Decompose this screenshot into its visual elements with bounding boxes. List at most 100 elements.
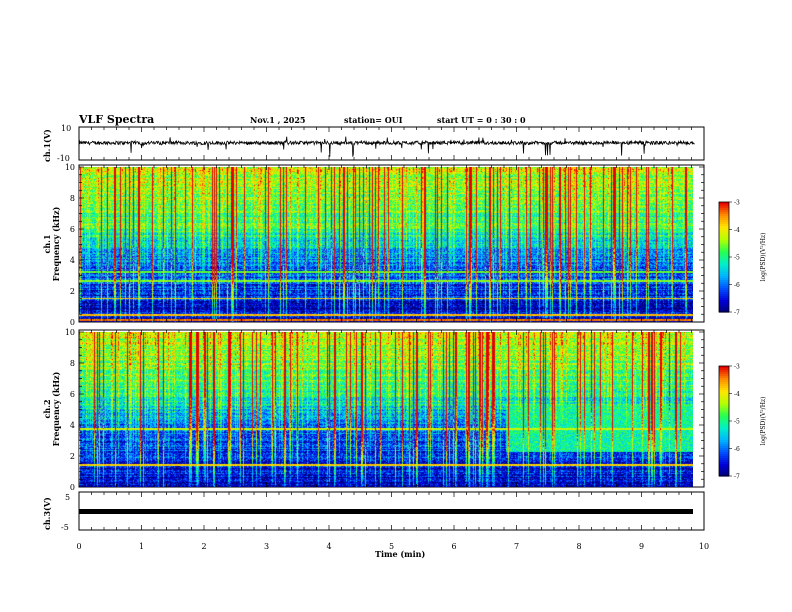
ch1-spectrogram-panel: 0 2 4 6 8 10 ch.1 Frequency (kHz) -3 -4 -5 -6 -7 … — [42, 163, 767, 327]
ch1-spectrogram-image — [79, 167, 693, 322]
ch2-spec-ytick-label: 8 — [70, 359, 75, 368]
ch2-colorbar-step — [719, 442, 729, 445]
ch2-colorbar-step — [719, 366, 729, 369]
ch1-spec-ytick-label: 2 — [70, 287, 75, 296]
ch2-colorbar-step — [719, 414, 729, 417]
ch1-colorbar-step — [719, 222, 729, 225]
ch1-colorbar-step — [719, 242, 729, 245]
ch2-colorbar-step — [719, 420, 729, 423]
ch2-spectrogram-panel: 0 2 4 6 8 10 ch.2 Frequency (kHz) -3 -4 -5 -6 -7 … — [42, 328, 767, 492]
ch1-colorbar-step — [719, 294, 729, 297]
ch2-colorbar-step — [719, 472, 729, 475]
ch2-spec-ytick-label: 4 — [70, 421, 75, 430]
ch1-colorbar-step — [719, 214, 729, 217]
ch3-waveform-panel: 5 -5 ch.3(V) — [42, 491, 705, 532]
ch1-colorbar-step — [719, 274, 729, 277]
ch2-colorbar-step — [719, 412, 729, 415]
ch2-colorbar-step — [719, 418, 729, 421]
ch2-colorbar-step — [719, 424, 729, 427]
ch2-colorbar-tick-label: -6 — [734, 446, 740, 453]
ch2-colorbar-step — [719, 470, 729, 473]
ch1-waveform-trace — [78, 136, 695, 157]
ch1-colorbar-step — [719, 278, 729, 281]
ch1-colorbar-step — [719, 224, 729, 227]
ch2-spec-ytick-label: 0 — [70, 483, 75, 492]
ch1-colorbar-step — [719, 230, 729, 233]
ch2-colorbar-step — [719, 458, 729, 461]
time-axis-label: Time (min) — [375, 549, 425, 559]
x-tick-label: 2 — [201, 542, 206, 551]
ch2-colorbar-step — [719, 386, 729, 389]
ch1-colorbar-step — [719, 248, 729, 251]
ch1-colorbar-step — [719, 280, 729, 283]
ch1-ytick-top: 10 — [61, 124, 71, 133]
ch2-colorbar-step — [719, 468, 729, 471]
ch1-colorbar-step — [719, 268, 729, 271]
ch2-colorbar-step — [719, 398, 729, 401]
ch1-colorbar-step — [719, 252, 729, 255]
x-tick-label: 0 — [76, 542, 81, 551]
ch1-colorbar-step — [719, 244, 729, 247]
ch2-colorbar-step — [719, 380, 729, 383]
x-tick-label: 10 — [699, 542, 709, 551]
ch1-colorbar-step — [719, 240, 729, 243]
ch2-colorbar-step — [719, 384, 729, 387]
ch1-spec-ytick-label: 10 — [65, 163, 75, 172]
ch2-colorbar-step — [719, 448, 729, 451]
ch3-ytick-bottom: -5 — [61, 523, 69, 532]
x-tick-label: 8 — [576, 542, 581, 551]
ch1-colorbar-step — [719, 238, 729, 241]
ch2-colorbar-step — [719, 430, 729, 433]
ch2-colorbar-step — [719, 406, 729, 409]
ch2-colorbar-step — [719, 382, 729, 385]
ch2-colorbar-step — [719, 444, 729, 447]
ch2-colorbar-step — [719, 368, 729, 371]
ch1-spec-ytick-label: 0 — [70, 318, 75, 327]
ch2-colorbar-step — [719, 410, 729, 413]
ch1-spec-ytick-label: 6 — [70, 225, 75, 234]
ch1-colorbar-step — [719, 296, 729, 299]
ch1-colorbar-step — [719, 212, 729, 215]
ch2-spec-ytick-label: 2 — [70, 452, 75, 461]
ch1-waveform-ylabel: ch.1(V) — [42, 129, 52, 162]
ch2-colorbar-step — [719, 408, 729, 411]
ch1-colorbar-step — [719, 264, 729, 267]
ch2-colorbar-step — [719, 450, 729, 453]
ch1-colorbar-step — [719, 226, 729, 229]
ch2-colorbar: -3 -4 -5 -6 -7 log(PSD)(V²/Hz) — [718, 364, 767, 481]
ch1-colorbar-step — [719, 292, 729, 295]
ch1-colorbar-step — [719, 234, 729, 237]
ch1-colorbar-step — [719, 286, 729, 289]
ch1-colorbar-step — [719, 208, 729, 211]
ch1-colorbar-step — [719, 216, 729, 219]
ch2-colorbar-step — [719, 438, 729, 441]
ch2-colorbar-step — [719, 464, 729, 467]
x-tick-label: 6 — [451, 542, 456, 551]
ch1-colorbar-step — [719, 228, 729, 231]
ch1-spectrogram-ylabel-line2: Frequency (kHz) — [51, 206, 61, 281]
ch1-colorbar-step — [719, 204, 729, 207]
ch2-colorbar-step — [719, 460, 729, 463]
ch1-colorbar-tick-label: -7 — [734, 310, 740, 317]
ch1-colorbar-step — [719, 310, 729, 313]
ch2-colorbar-tick-label: -3 — [734, 364, 740, 371]
ch1-spec-ytick-label: 4 — [70, 256, 75, 265]
ch2-colorbar-frame — [718, 365, 730, 477]
ch2-spectrogram-ylabel-line1: ch.2 — [42, 399, 52, 418]
ch2-colorbar-step — [719, 416, 729, 419]
ch1-colorbar-step — [719, 304, 729, 307]
ch2-colorbar-step — [719, 474, 729, 477]
ch1-colorbar-step — [719, 262, 729, 265]
ch2-colorbar-tick-label: -4 — [734, 391, 740, 398]
ch2-colorbar-step — [719, 466, 729, 469]
x-tick-label: 5 — [389, 542, 394, 551]
ch1-colorbar-step — [719, 290, 729, 293]
date-label: Nov.1 , 2025 — [250, 115, 305, 125]
ch2-colorbar-step — [719, 432, 729, 435]
ch2-colorbar-tick-label: -5 — [734, 419, 740, 426]
ch2-colorbar-step — [719, 376, 729, 379]
ch2-colorbar-step — [719, 404, 729, 407]
ch1-spec-ytick-label: 8 — [70, 194, 75, 203]
ch2-colorbar-step — [719, 390, 729, 393]
station-label: station= OUI — [344, 115, 403, 125]
